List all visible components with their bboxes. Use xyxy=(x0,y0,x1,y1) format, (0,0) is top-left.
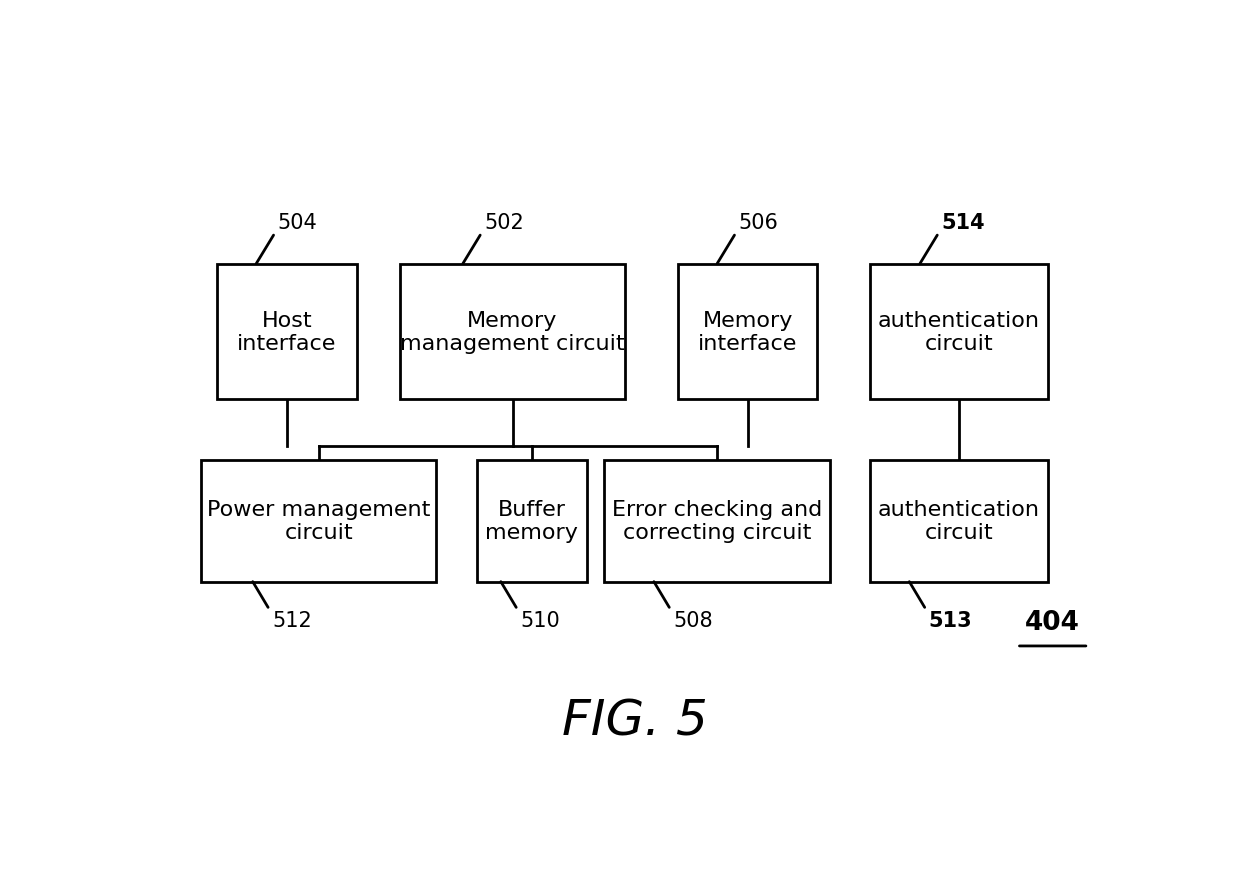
Text: FIG. 5: FIG. 5 xyxy=(563,696,707,745)
FancyBboxPatch shape xyxy=(870,460,1048,582)
FancyBboxPatch shape xyxy=(477,460,587,582)
Text: 514: 514 xyxy=(942,213,985,234)
FancyBboxPatch shape xyxy=(201,460,436,582)
Text: 404: 404 xyxy=(1025,609,1080,635)
Text: 502: 502 xyxy=(484,213,524,234)
Text: 504: 504 xyxy=(278,213,317,234)
FancyBboxPatch shape xyxy=(605,460,830,582)
Text: Memory
interface: Memory interface xyxy=(698,310,798,354)
FancyBboxPatch shape xyxy=(678,264,818,399)
Text: 510: 510 xyxy=(520,610,560,630)
Text: authentication
circuit: authentication circuit xyxy=(878,500,1040,543)
Text: Power management
circuit: Power management circuit xyxy=(207,500,430,543)
Text: 506: 506 xyxy=(738,213,778,234)
Text: 508: 508 xyxy=(673,610,712,630)
FancyBboxPatch shape xyxy=(870,264,1048,399)
FancyBboxPatch shape xyxy=(217,264,357,399)
Text: Error checking and
correcting circuit: Error checking and correcting circuit xyxy=(612,500,823,543)
Text: Memory
management circuit: Memory management circuit xyxy=(400,310,624,354)
Text: Buffer
memory: Buffer memory xyxy=(486,500,579,543)
Text: 512: 512 xyxy=(271,610,312,630)
Text: Host
interface: Host interface xyxy=(237,310,337,354)
Text: authentication
circuit: authentication circuit xyxy=(878,310,1040,354)
FancyBboxPatch shape xyxy=(400,264,626,399)
Text: 513: 513 xyxy=(928,610,973,630)
